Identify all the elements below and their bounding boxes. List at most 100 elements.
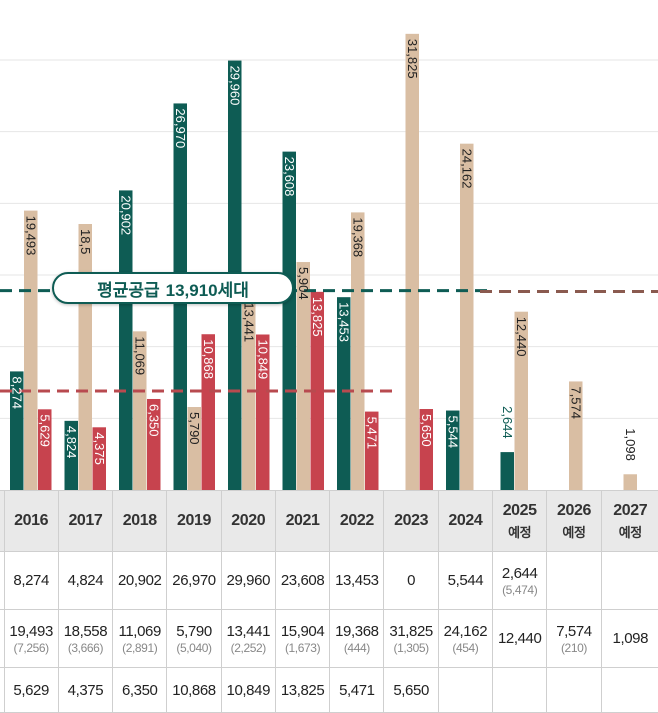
- bar-label-tan-2021: 5,904: [296, 267, 311, 300]
- bar-red-2022: [365, 411, 379, 490]
- bar-teal-2022: [337, 297, 351, 490]
- cell-value: 5,471: [339, 681, 375, 699]
- bar-label-teal-2018: 20,902: [118, 195, 133, 235]
- bar-red-2017: [92, 427, 106, 490]
- table-cell: 20,902: [112, 551, 168, 610]
- year-label: 2019: [177, 512, 211, 529]
- year-label: 2021: [285, 512, 320, 529]
- average-supply-label: 평균공급: [97, 280, 160, 300]
- table-cell: 10,868: [166, 667, 222, 713]
- year-header-2020: 2020: [220, 490, 276, 552]
- cell-value: 5,544: [447, 572, 484, 589]
- year-header-2024: 2024: [437, 490, 494, 552]
- bar-label-tan-2020: 13,441: [241, 302, 256, 342]
- table-cell: 7,574 (210): [546, 609, 602, 668]
- year-label: 2025: [502, 501, 537, 519]
- table-cell: 11,069 (2,891): [112, 609, 168, 668]
- bar-label-tan-2017: 18,5: [78, 229, 93, 254]
- table-cell: 26,970: [166, 551, 222, 610]
- year-header-2016: 2016: [3, 490, 59, 552]
- bar-label-red-2023: 5,650: [419, 414, 434, 447]
- bar-tan-2025: [514, 311, 528, 490]
- bar-tan-2026: [569, 381, 583, 490]
- table-row: 8,274 4,824 20,902 26,970 29,960 23,608 13,453…: [0, 551, 658, 610]
- year-label: 2023: [394, 512, 429, 529]
- bar-label-red-2018: 6,350: [146, 404, 161, 437]
- cell-value: 7,574: [556, 622, 592, 640]
- bar-label-teal-2021: 23,608: [282, 157, 297, 197]
- year-header-2027: 2027 예정: [600, 490, 658, 552]
- average-lines: [0, 289, 658, 393]
- bar-label-tan-2018: 11,069: [132, 336, 147, 375]
- cell-value: 10,868: [172, 681, 216, 699]
- table-cell: 6,350: [112, 667, 168, 713]
- cell-sub-value: (2,891): [122, 640, 158, 655]
- cell-value: 26,970: [172, 572, 216, 589]
- table-cell: 18,558 (3,666): [57, 609, 114, 668]
- cell-value: 1,098: [612, 630, 649, 647]
- year-header-2025: 2025 예정: [492, 490, 548, 552]
- bar-tan-2018: [133, 331, 147, 490]
- cell-value: 5,650: [393, 681, 429, 699]
- cell-sub-value: (5,040): [176, 640, 212, 655]
- average-supply-badge: 평균공급 13,910세대: [52, 272, 294, 304]
- table-cell: [546, 551, 602, 610]
- year-label: 2020: [231, 512, 266, 529]
- bar-tan-2022: [351, 212, 365, 490]
- table-cell: 29,960: [220, 551, 276, 610]
- cell-value: 20,902: [117, 572, 162, 589]
- year-label: 2016: [14, 512, 49, 529]
- cell-value: 11,069: [118, 622, 162, 640]
- table-cell: [437, 667, 494, 713]
- table-cell: 19,368 (444): [329, 609, 385, 668]
- bar-red-2021: [310, 291, 324, 490]
- bar-tan-2016: [24, 210, 38, 490]
- cell-value: 19,493: [9, 622, 53, 640]
- table-cell: 8,274: [3, 551, 59, 610]
- bar-label-teal-2022: 13,453: [336, 302, 351, 342]
- cell-sub-value: (454): [452, 640, 479, 655]
- table-cell: [600, 667, 658, 713]
- cell-value: 31,825: [389, 622, 433, 640]
- cell-sub-value: (7,256): [13, 640, 50, 655]
- year-header-2017: 2017: [57, 490, 114, 552]
- bar-teal-2016: [10, 371, 24, 490]
- year-label: 2027: [613, 501, 648, 519]
- bar-label-red-2019: 10,868: [201, 339, 216, 379]
- year-label: 2024: [448, 512, 483, 529]
- table-cell: 2,644 (5,474): [492, 551, 548, 610]
- table-cell: 5,471: [329, 667, 385, 713]
- bar-label-tan-2024: 24,162: [459, 149, 474, 189]
- table-cell: 19,493 (7,256): [3, 609, 59, 668]
- bar-tan-2027: [623, 474, 637, 490]
- table-cell: 12,440: [492, 609, 548, 668]
- table-row: 19,493 (7,256) 18,558 (3,666) 11,069 (2,891) 5…: [0, 609, 658, 668]
- table-cell: 5,650: [383, 667, 439, 713]
- bar-tan-2021: [296, 262, 310, 490]
- cell-value: 18,558: [63, 622, 108, 640]
- table-cell: 4,375: [57, 667, 114, 713]
- cell-sub-value: (210): [560, 640, 587, 655]
- cell-value: 2,644: [501, 564, 538, 582]
- bar-labels: 8,274 4,824 20,902 26,970 29,960 23,608 13,453…: [9, 39, 638, 465]
- bar-red-2016: [38, 409, 52, 490]
- bar-teal-2025: [500, 452, 514, 490]
- bar-label-tan-2019: 5,790: [187, 412, 202, 445]
- cell-value: 12,440: [497, 630, 542, 647]
- grid-lines: [0, 59, 658, 419]
- year-header-2019: 2019: [166, 490, 222, 552]
- cell-sub-value: (2,252): [230, 640, 267, 655]
- cell-value: 13,453: [335, 572, 379, 589]
- cell-sub-value: (1,673): [284, 640, 321, 655]
- bar-label-red-2022: 5,471: [364, 417, 379, 450]
- cell-sub-value: (5,474): [502, 582, 538, 597]
- table-cell: [600, 551, 658, 610]
- bar-label-teal-2019: 26,970: [173, 108, 188, 148]
- table-cell: 31,825 (1,305): [383, 609, 439, 668]
- year-label: 2018: [122, 512, 157, 529]
- bar-label-red-2017: 4,375: [92, 432, 107, 465]
- table-cell: [492, 667, 548, 713]
- year-label: 2017: [68, 512, 103, 529]
- table-cell: 13,441 (2,252): [220, 609, 276, 668]
- year-label: 2022: [339, 512, 374, 529]
